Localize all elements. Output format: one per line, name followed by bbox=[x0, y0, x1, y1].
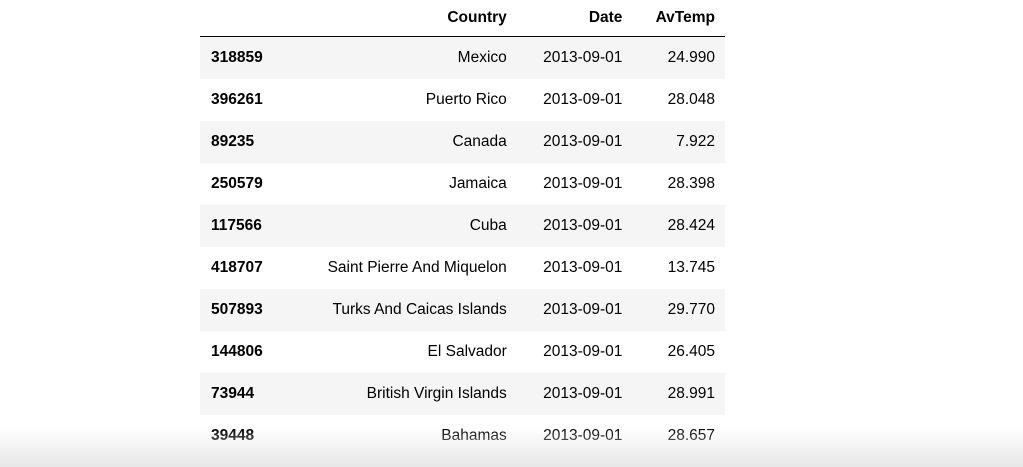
avtemp-cell: 28.657 bbox=[667, 427, 715, 444]
date-cell: 2013-09-01 bbox=[543, 427, 623, 444]
table-row: 250579 Jamaica 2013-09-01 28.398 bbox=[200, 163, 725, 205]
avtemp-cell: 26.405 bbox=[667, 343, 715, 360]
avtemp-cell: 28.398 bbox=[667, 175, 715, 192]
country-cell: Turks And Caicas Islands bbox=[332, 301, 507, 318]
table-row: 318859 Mexico 2013-09-01 24.990 bbox=[200, 36, 725, 79]
country-cell: Saint Pierre And Miquelon bbox=[327, 259, 507, 276]
index-header bbox=[200, 0, 285, 37]
table-row: 89235 Canada 2013-09-01 7.922 bbox=[200, 121, 725, 163]
country-cell: Mexico bbox=[457, 49, 507, 66]
table-row: 418707 Saint Pierre And Miquelon 2013-09-0… bbox=[200, 247, 725, 289]
index-cell: 89235 bbox=[211, 133, 255, 150]
country-cell: Cuba bbox=[469, 217, 507, 234]
index-cell: 117566 bbox=[211, 217, 262, 234]
index-cell: 507893 bbox=[211, 301, 263, 318]
date-cell: 2013-09-01 bbox=[543, 91, 623, 108]
index-cell: 318859 bbox=[211, 49, 263, 66]
country-cell: El Salvador bbox=[427, 343, 507, 360]
dataframe-table: Country Date AvTemp 318859 Mexico 2013-09-… bbox=[200, 0, 725, 457]
country-cell: Puerto Rico bbox=[425, 91, 507, 108]
avtemp-cell: 28.991 bbox=[667, 385, 715, 402]
avtemp-header: AvTemp bbox=[632, 0, 725, 37]
avtemp-cell: 28.048 bbox=[667, 91, 715, 108]
index-cell: 250579 bbox=[211, 175, 263, 192]
date-header: Date bbox=[516, 0, 633, 37]
table-row: 144806 El Salvador 2013-09-01 26.405 bbox=[200, 331, 725, 373]
date-cell: 2013-09-01 bbox=[543, 259, 623, 276]
table-row: 117566 Cuba 2013-09-01 28.424 bbox=[200, 205, 725, 247]
dataframe-output: Country Date AvTemp 318859 Mexico 2013-09-… bbox=[200, 0, 725, 457]
country-cell: Canada bbox=[452, 133, 507, 150]
date-cell: 2013-09-01 bbox=[543, 133, 623, 150]
avtemp-cell: 13.745 bbox=[667, 259, 715, 276]
index-cell: 73944 bbox=[211, 385, 255, 402]
table-row: 396261 Puerto Rico 2013-09-01 28.048 bbox=[200, 79, 725, 121]
avtemp-cell: 24.990 bbox=[667, 49, 715, 66]
table-row: 507893 Turks And Caicas Islands 2013-09-01… bbox=[200, 289, 725, 331]
date-cell: 2013-09-01 bbox=[543, 385, 623, 402]
date-cell: 2013-09-01 bbox=[543, 49, 623, 66]
date-cell: 2013-09-01 bbox=[543, 175, 623, 192]
avtemp-cell: 29.770 bbox=[667, 301, 715, 318]
date-cell: 2013-09-01 bbox=[543, 343, 623, 360]
table-row: 73944 British Virgin Islands 2013-09-01 28.… bbox=[200, 373, 725, 415]
country-cell: Bahamas bbox=[441, 427, 507, 444]
date-cell: 2013-09-01 bbox=[543, 217, 623, 234]
country-cell: Jamaica bbox=[449, 175, 507, 192]
country-header: Country bbox=[284, 0, 517, 37]
date-cell: 2013-09-01 bbox=[543, 301, 623, 318]
country-cell: British Virgin Islands bbox=[366, 385, 507, 402]
index-cell: 144806 bbox=[211, 343, 263, 360]
header-row: Country Date AvTemp bbox=[200, 0, 725, 37]
table-row: 39448 Bahamas 2013-09-01 28.657 bbox=[200, 415, 725, 457]
index-cell: 418707 bbox=[211, 259, 263, 276]
index-cell: 396261 bbox=[211, 91, 263, 108]
avtemp-cell: 28.424 bbox=[667, 217, 715, 234]
index-cell: 39448 bbox=[211, 427, 255, 444]
avtemp-cell: 7.922 bbox=[676, 133, 715, 150]
